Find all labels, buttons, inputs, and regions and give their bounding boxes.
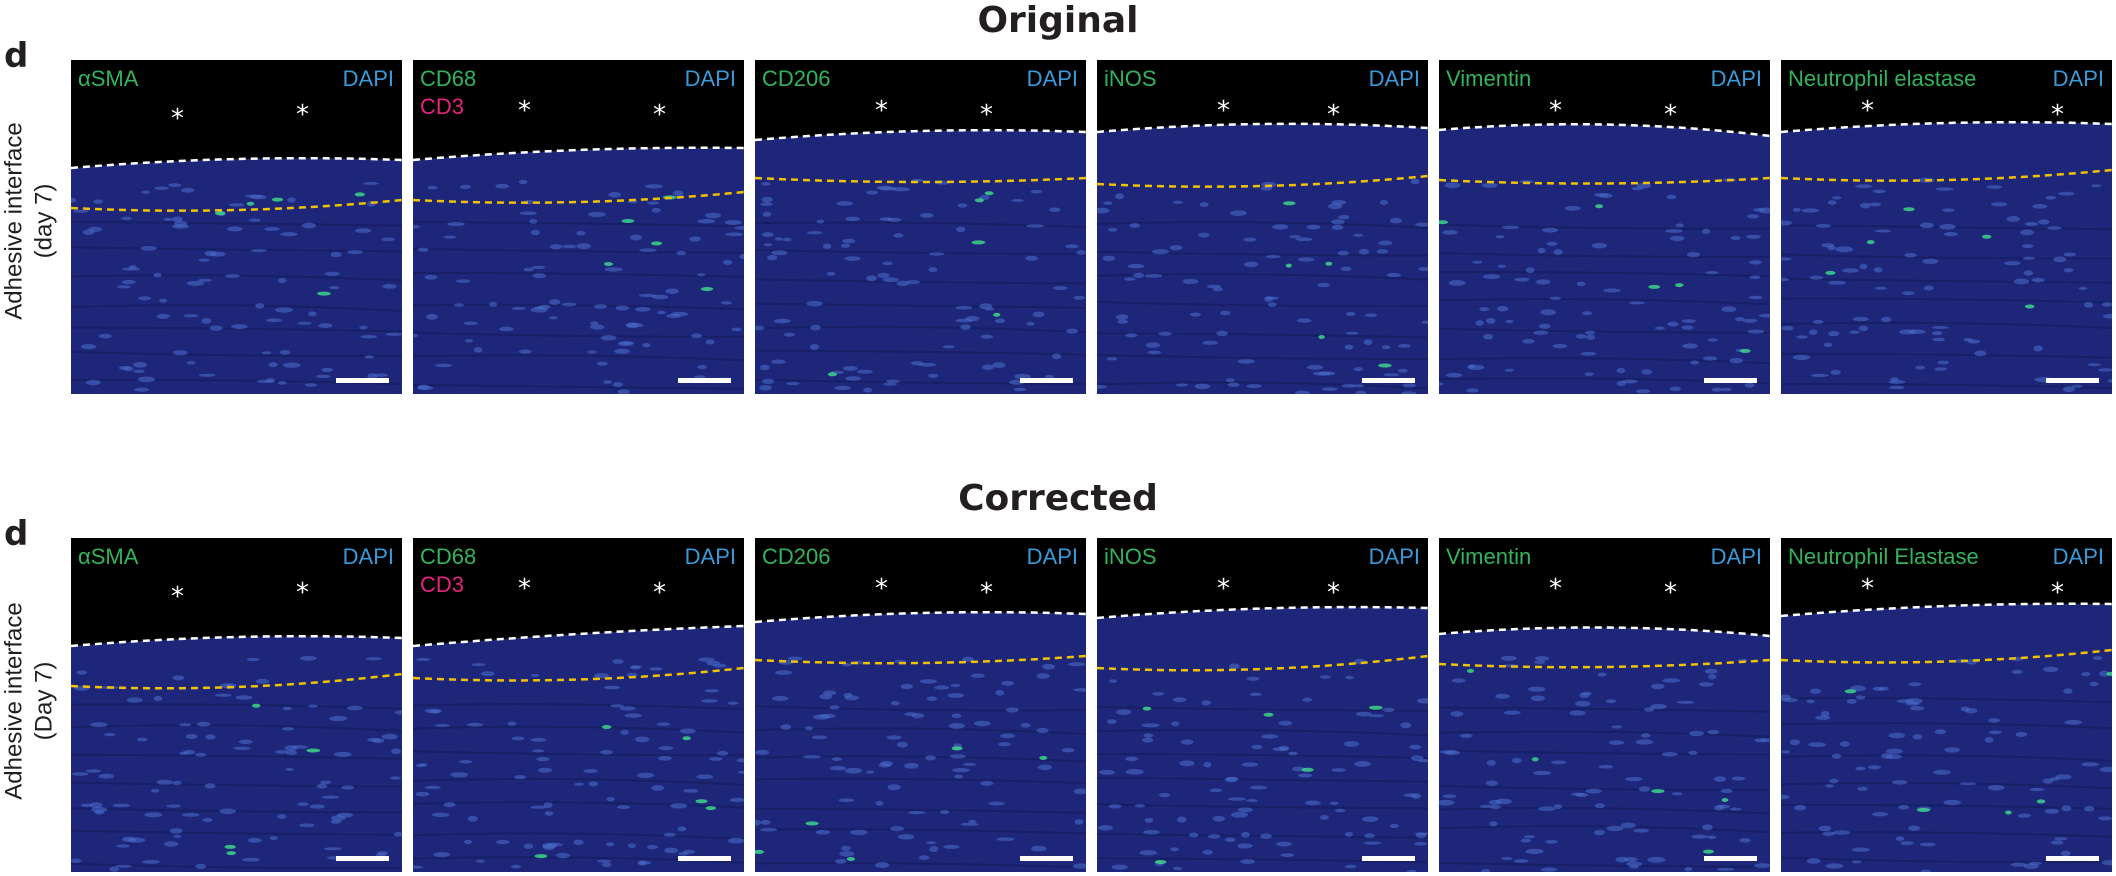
marker-label: CD206 <box>762 66 831 91</box>
marker-label: Vimentin <box>1446 544 1532 569</box>
ylabel-line-1: Adhesive interface <box>1 122 29 320</box>
tissue-image <box>71 60 402 394</box>
ylabel-line-2: (Day 7) <box>31 661 59 741</box>
tissue-image <box>1781 60 2112 394</box>
counterstain-label: DAPI <box>684 544 736 569</box>
micrograph-tile: αSMA DAPI * * <box>71 60 402 394</box>
asterisk-marker: * <box>171 104 184 134</box>
tissue-image <box>1781 538 2112 872</box>
section-title-original: Original <box>977 0 1139 41</box>
micrograph-tile: CD68 CD3 DAPI * * <box>413 60 744 394</box>
tissue-image <box>413 60 744 394</box>
marker-label: CD68 <box>420 544 477 569</box>
panel-letter-original: d <box>4 36 29 76</box>
counterstain-label: DAPI <box>1368 544 1420 569</box>
counterstain-label: DAPI <box>684 66 736 91</box>
asterisk-marker: * <box>1327 100 1340 130</box>
asterisk-marker: * <box>1664 578 1677 608</box>
asterisk-marker: * <box>1217 574 1230 604</box>
asterisk-marker: * <box>875 96 888 126</box>
asterisk-marker: * <box>980 100 993 130</box>
tissue-image <box>1439 60 1770 394</box>
section-title-corrected: Corrected <box>958 478 1158 519</box>
micrograph-tile: iNOS DAPI * * <box>1097 60 1428 394</box>
counterstain-label: DAPI <box>342 66 394 91</box>
tissue-image <box>71 538 402 872</box>
marker2-label: CD3 <box>420 572 465 597</box>
scale-bar <box>336 856 389 861</box>
asterisk-marker: * <box>296 578 309 608</box>
tissue-image <box>1097 538 1428 872</box>
micrograph-tile: CD68 CD3 DAPI * * <box>413 538 744 872</box>
asterisk-marker: * <box>1549 574 1562 604</box>
micrograph-tile: αSMA DAPI * * <box>71 538 402 872</box>
ylabel-line-1: Adhesive interface <box>1 602 29 800</box>
asterisk-marker: * <box>653 578 666 608</box>
marker-label: CD68 <box>420 66 477 91</box>
asterisk-marker: * <box>1664 100 1677 130</box>
ylabel-original: Adhesive interface (day 7) <box>0 54 60 388</box>
marker-label: iNOS <box>1104 544 1157 569</box>
tissue-image <box>755 60 1086 394</box>
scale-bar <box>1020 378 1073 383</box>
marker-label: Vimentin <box>1446 66 1532 91</box>
micrograph-tile: CD206 DAPI * * <box>755 60 1086 394</box>
micrograph-tile: Neutrophil Elastase DAPI * * <box>1781 538 2112 872</box>
micrograph-tile: Neutrophil elastase DAPI * * <box>1781 60 2112 394</box>
asterisk-marker: * <box>296 100 309 130</box>
asterisk-marker: * <box>1217 96 1230 126</box>
micrograph-tile: iNOS DAPI * * <box>1097 538 1428 872</box>
scale-bar <box>678 378 731 383</box>
counterstain-label: DAPI <box>1026 544 1078 569</box>
scale-bar <box>2046 378 2099 383</box>
counterstain-label: DAPI <box>1368 66 1420 91</box>
marker-label: Neutrophil elastase <box>1788 66 1977 91</box>
micrograph-tile: Vimentin DAPI * * <box>1439 60 1770 394</box>
counterstain-label: DAPI <box>342 544 394 569</box>
asterisk-marker: * <box>653 100 666 130</box>
counterstain-label: DAPI <box>1710 544 1762 569</box>
marker-label: αSMA <box>78 544 139 569</box>
ylabel-line-2: (day 7) <box>31 183 59 259</box>
asterisk-marker: * <box>171 582 184 612</box>
asterisk-marker: * <box>2051 578 2064 608</box>
scale-bar <box>1704 378 1757 383</box>
counterstain-label: DAPI <box>2052 66 2104 91</box>
asterisk-marker: * <box>518 96 531 126</box>
marker-label: Neutrophil Elastase <box>1788 544 1979 569</box>
panel-letter-corrected: d <box>4 514 29 554</box>
scale-bar <box>1704 856 1757 861</box>
micrograph-tile: Vimentin DAPI * * <box>1439 538 1770 872</box>
counterstain-label: DAPI <box>1026 66 1078 91</box>
tissue-image <box>413 538 744 872</box>
scale-bar <box>1362 856 1415 861</box>
asterisk-marker: * <box>1861 574 1874 604</box>
scale-bar <box>2046 856 2099 861</box>
asterisk-marker: * <box>2051 100 2064 130</box>
asterisk-marker: * <box>980 578 993 608</box>
micrograph-tile: CD206 DAPI * * <box>755 538 1086 872</box>
scale-bar <box>1020 856 1073 861</box>
ylabel-corrected: Adhesive interface (Day 7) <box>0 534 60 868</box>
asterisk-marker: * <box>1861 96 1874 126</box>
marker-label: iNOS <box>1104 66 1157 91</box>
tissue-image <box>1439 538 1770 872</box>
marker-label: CD206 <box>762 544 831 569</box>
asterisk-marker: * <box>1327 578 1340 608</box>
tissue-image <box>755 538 1086 872</box>
asterisk-marker: * <box>518 574 531 604</box>
scale-bar <box>336 378 389 383</box>
asterisk-marker: * <box>875 574 888 604</box>
asterisk-marker: * <box>1549 96 1562 126</box>
scale-bar <box>678 856 731 861</box>
counterstain-label: DAPI <box>2052 544 2104 569</box>
marker-label: αSMA <box>78 66 139 91</box>
tissue-image <box>1097 60 1428 394</box>
interface-line-outer <box>413 624 744 648</box>
counterstain-label: DAPI <box>1710 66 1762 91</box>
scale-bar <box>1362 378 1415 383</box>
marker2-label: CD3 <box>420 94 465 119</box>
